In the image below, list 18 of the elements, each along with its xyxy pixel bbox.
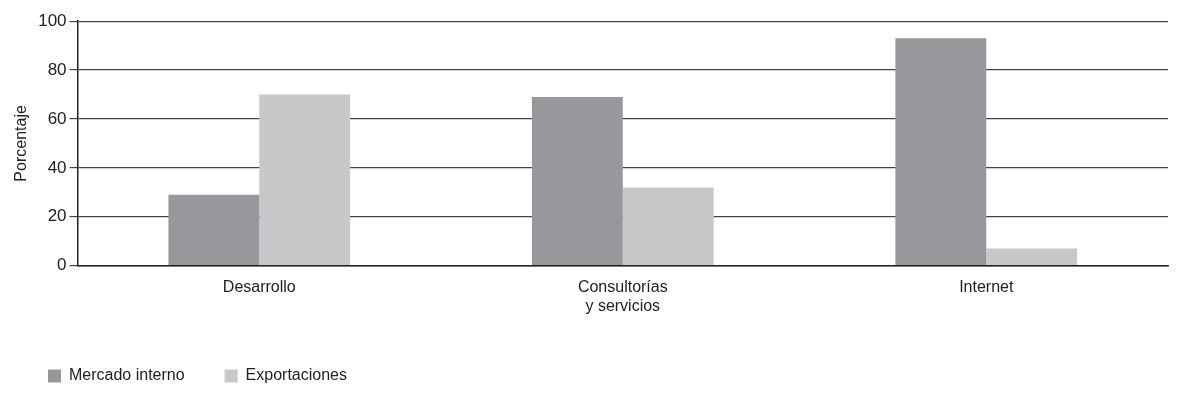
y-tick-label: 60 (47, 108, 67, 128)
bar (986, 248, 1078, 265)
x-tick-label: Desarrollo (222, 277, 296, 295)
legend-label: Mercado interno (69, 366, 185, 384)
y-tick-label: 100 (38, 10, 67, 30)
legend-label: Exportaciones (245, 366, 348, 384)
y-tick-label: 20 (47, 206, 67, 226)
y-tick-label: 80 (47, 59, 67, 79)
bar (168, 194, 260, 265)
y-axis-title: Porcentaje (12, 105, 30, 182)
x-tick-label: Consultorías y servicios (577, 277, 668, 314)
bar (622, 187, 714, 265)
bar (531, 96, 623, 265)
y-tick-label: 40 (47, 157, 67, 177)
y-tick-label: 0 (57, 255, 67, 275)
x-tick-label: Internet (959, 277, 1014, 295)
bar (895, 38, 987, 265)
bar (259, 94, 351, 265)
